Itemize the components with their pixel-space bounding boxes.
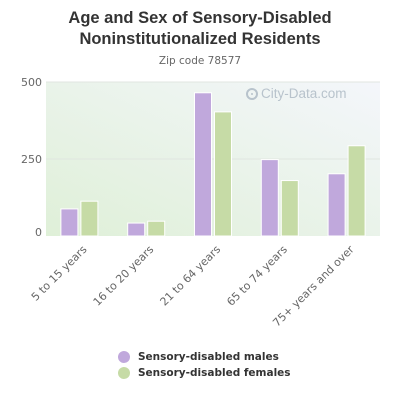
legend-label-females: Sensory-disabled females — [138, 367, 291, 379]
bar-females — [80, 200, 99, 237]
x-tick-label: 65 to 74 years — [224, 243, 290, 309]
x-tick-label: 21 to 64 years — [157, 243, 223, 309]
legend-item-males: Sensory-disabled males — [118, 349, 291, 365]
bar-females — [147, 220, 166, 237]
bar-females — [280, 180, 299, 237]
bars — [60, 92, 366, 237]
x-tick-label: 5 to 15 years — [29, 243, 90, 304]
legend-swatch-females — [118, 367, 130, 379]
legend-swatch-males — [118, 351, 130, 363]
bar-males — [60, 208, 79, 237]
x-tick-label: 16 to 20 years — [91, 243, 157, 309]
legend: Sensory-disabled males Sensory-disabled … — [118, 349, 291, 381]
legend-item-females: Sensory-disabled females — [118, 365, 291, 381]
chart-title: Age and Sex of Sensory-Disabled Noninsti… — [0, 8, 400, 50]
bar-males — [194, 92, 212, 237]
bar-females — [214, 111, 232, 237]
bar-females — [347, 145, 366, 237]
y-tick-label: 0 — [35, 226, 42, 239]
chart-title-line1: Age and Sex of Sensory-Disabled — [68, 9, 332, 27]
grid-lines — [46, 81, 380, 160]
chart-subtitle: Zip code 78577 — [158, 55, 242, 67]
y-tick-label: 250 — [21, 153, 42, 166]
watermark-text: City-Data.com — [261, 86, 347, 101]
watermark: City-Data.com — [246, 86, 347, 101]
chart-title-line2: Noninstitutionalized Residents — [79, 30, 321, 48]
y-axis: 0 250 500 — [21, 76, 42, 239]
x-axis: 5 to 15 years 16 to 20 years 21 to 64 year… — [29, 243, 357, 330]
y-tick-label: 500 — [21, 76, 42, 89]
magnifier-icon — [246, 87, 258, 100]
bar-males — [327, 173, 346, 237]
bar-males — [260, 159, 279, 237]
bar-males — [127, 222, 146, 237]
legend-label-males: Sensory-disabled males — [138, 351, 279, 363]
